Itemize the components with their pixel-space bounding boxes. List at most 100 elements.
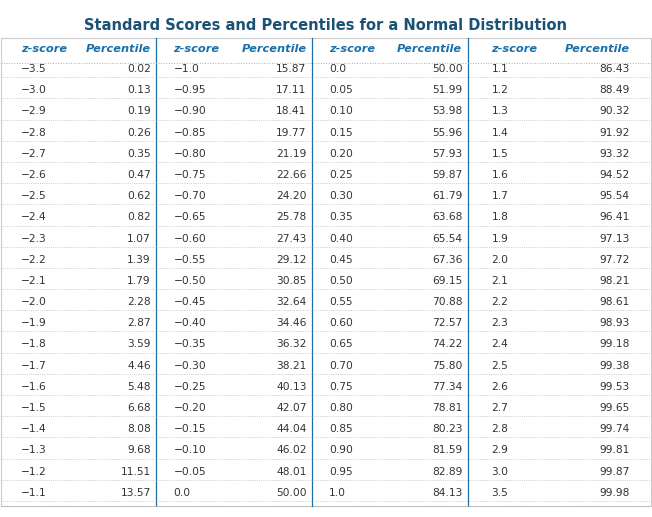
Text: Percentile: Percentile bbox=[85, 43, 151, 54]
Text: −0.80: −0.80 bbox=[173, 149, 206, 159]
Text: 2.9: 2.9 bbox=[492, 445, 509, 455]
Text: Percentile: Percentile bbox=[397, 43, 462, 54]
Text: 50.00: 50.00 bbox=[276, 488, 306, 498]
Text: 0.25: 0.25 bbox=[329, 170, 353, 180]
Text: Standard Scores and Percentiles for a Normal Distribution: Standard Scores and Percentiles for a No… bbox=[85, 18, 567, 33]
Text: −0.70: −0.70 bbox=[173, 191, 206, 201]
Text: 2.87: 2.87 bbox=[127, 318, 151, 328]
Text: 0.47: 0.47 bbox=[127, 170, 151, 180]
Text: −2.7: −2.7 bbox=[21, 149, 46, 159]
Text: 61.79: 61.79 bbox=[432, 191, 462, 201]
Text: 53.98: 53.98 bbox=[432, 107, 462, 116]
Text: −2.0: −2.0 bbox=[21, 297, 47, 307]
Text: 90.32: 90.32 bbox=[599, 107, 630, 116]
Text: 19.77: 19.77 bbox=[276, 128, 306, 138]
Text: 2.0: 2.0 bbox=[492, 255, 509, 265]
Text: −3.0: −3.0 bbox=[21, 85, 47, 95]
Text: 99.53: 99.53 bbox=[600, 382, 630, 392]
Text: 2.8: 2.8 bbox=[492, 424, 509, 434]
Text: −0.60: −0.60 bbox=[173, 234, 206, 244]
Text: 0.40: 0.40 bbox=[329, 234, 353, 244]
Text: −0.10: −0.10 bbox=[173, 445, 206, 455]
Text: −1.6: −1.6 bbox=[21, 382, 46, 392]
Text: 3.0: 3.0 bbox=[492, 466, 509, 477]
Text: 0.50: 0.50 bbox=[329, 276, 353, 286]
Text: −0.15: −0.15 bbox=[173, 424, 206, 434]
Text: 0.75: 0.75 bbox=[329, 382, 353, 392]
Text: 36.32: 36.32 bbox=[276, 340, 306, 349]
Text: z-score: z-score bbox=[21, 43, 67, 54]
Text: 0.20: 0.20 bbox=[329, 149, 353, 159]
Text: 0.85: 0.85 bbox=[329, 424, 353, 434]
Text: 95.54: 95.54 bbox=[600, 191, 630, 201]
Text: 5.48: 5.48 bbox=[127, 382, 151, 392]
Text: −2.4: −2.4 bbox=[21, 212, 46, 222]
Text: 81.59: 81.59 bbox=[432, 445, 462, 455]
Text: −0.95: −0.95 bbox=[173, 85, 206, 95]
Text: 1.9: 1.9 bbox=[492, 234, 509, 244]
Text: −2.8: −2.8 bbox=[21, 128, 46, 138]
Text: 1.07: 1.07 bbox=[127, 234, 151, 244]
Text: 0.19: 0.19 bbox=[127, 107, 151, 116]
Text: 17.11: 17.11 bbox=[276, 85, 306, 95]
Text: 0.65: 0.65 bbox=[329, 340, 353, 349]
Text: −2.9: −2.9 bbox=[21, 107, 46, 116]
Text: 2.1: 2.1 bbox=[492, 276, 509, 286]
Text: 34.46: 34.46 bbox=[276, 318, 306, 328]
Text: 77.34: 77.34 bbox=[432, 382, 462, 392]
Text: −0.05: −0.05 bbox=[173, 466, 206, 477]
Text: 1.0: 1.0 bbox=[329, 488, 346, 498]
Text: −2.2: −2.2 bbox=[21, 255, 46, 265]
Text: 2.28: 2.28 bbox=[127, 297, 151, 307]
Text: 74.22: 74.22 bbox=[432, 340, 462, 349]
Text: −1.9: −1.9 bbox=[21, 318, 46, 328]
Text: −0.35: −0.35 bbox=[173, 340, 206, 349]
Text: −1.2: −1.2 bbox=[21, 466, 46, 477]
Text: 99.74: 99.74 bbox=[599, 424, 630, 434]
Text: 72.57: 72.57 bbox=[432, 318, 462, 328]
Text: −2.3: −2.3 bbox=[21, 234, 46, 244]
Text: 22.66: 22.66 bbox=[276, 170, 306, 180]
Text: −1.7: −1.7 bbox=[21, 361, 46, 371]
Text: z-score: z-score bbox=[173, 43, 220, 54]
Text: 93.32: 93.32 bbox=[599, 149, 630, 159]
Text: 2.5: 2.5 bbox=[492, 361, 509, 371]
Text: 0.0: 0.0 bbox=[329, 64, 346, 74]
Text: 63.68: 63.68 bbox=[432, 212, 462, 222]
Text: 40.13: 40.13 bbox=[276, 382, 306, 392]
Text: 1.2: 1.2 bbox=[492, 85, 509, 95]
Text: 0.45: 0.45 bbox=[329, 255, 353, 265]
Text: Percentile: Percentile bbox=[565, 43, 630, 54]
Text: −1.4: −1.4 bbox=[21, 424, 46, 434]
Text: 0.90: 0.90 bbox=[329, 445, 353, 455]
Text: 8.08: 8.08 bbox=[127, 424, 151, 434]
Text: 0.35: 0.35 bbox=[329, 212, 353, 222]
Text: −0.25: −0.25 bbox=[173, 382, 206, 392]
Text: 30.85: 30.85 bbox=[276, 276, 306, 286]
Text: 0.80: 0.80 bbox=[329, 403, 353, 413]
Text: 84.13: 84.13 bbox=[432, 488, 462, 498]
Text: 1.7: 1.7 bbox=[492, 191, 509, 201]
Text: 18.41: 18.41 bbox=[276, 107, 306, 116]
Text: 48.01: 48.01 bbox=[276, 466, 306, 477]
Text: 2.4: 2.4 bbox=[492, 340, 509, 349]
Text: 50.00: 50.00 bbox=[432, 64, 462, 74]
Text: −1.3: −1.3 bbox=[21, 445, 46, 455]
Text: 0.26: 0.26 bbox=[127, 128, 151, 138]
Text: 2.6: 2.6 bbox=[492, 382, 509, 392]
Text: Percentile: Percentile bbox=[241, 43, 306, 54]
Text: 38.21: 38.21 bbox=[276, 361, 306, 371]
Text: 55.96: 55.96 bbox=[432, 128, 462, 138]
Text: −2.5: −2.5 bbox=[21, 191, 46, 201]
Text: 99.65: 99.65 bbox=[600, 403, 630, 413]
Text: 11.51: 11.51 bbox=[121, 466, 151, 477]
Text: 6.68: 6.68 bbox=[127, 403, 151, 413]
Text: 88.49: 88.49 bbox=[599, 85, 630, 95]
Text: 46.02: 46.02 bbox=[276, 445, 306, 455]
Text: 0.02: 0.02 bbox=[127, 64, 151, 74]
Text: 51.99: 51.99 bbox=[432, 85, 462, 95]
Text: 0.15: 0.15 bbox=[329, 128, 353, 138]
Text: 98.61: 98.61 bbox=[599, 297, 630, 307]
Text: 98.93: 98.93 bbox=[599, 318, 630, 328]
Text: −0.55: −0.55 bbox=[173, 255, 206, 265]
